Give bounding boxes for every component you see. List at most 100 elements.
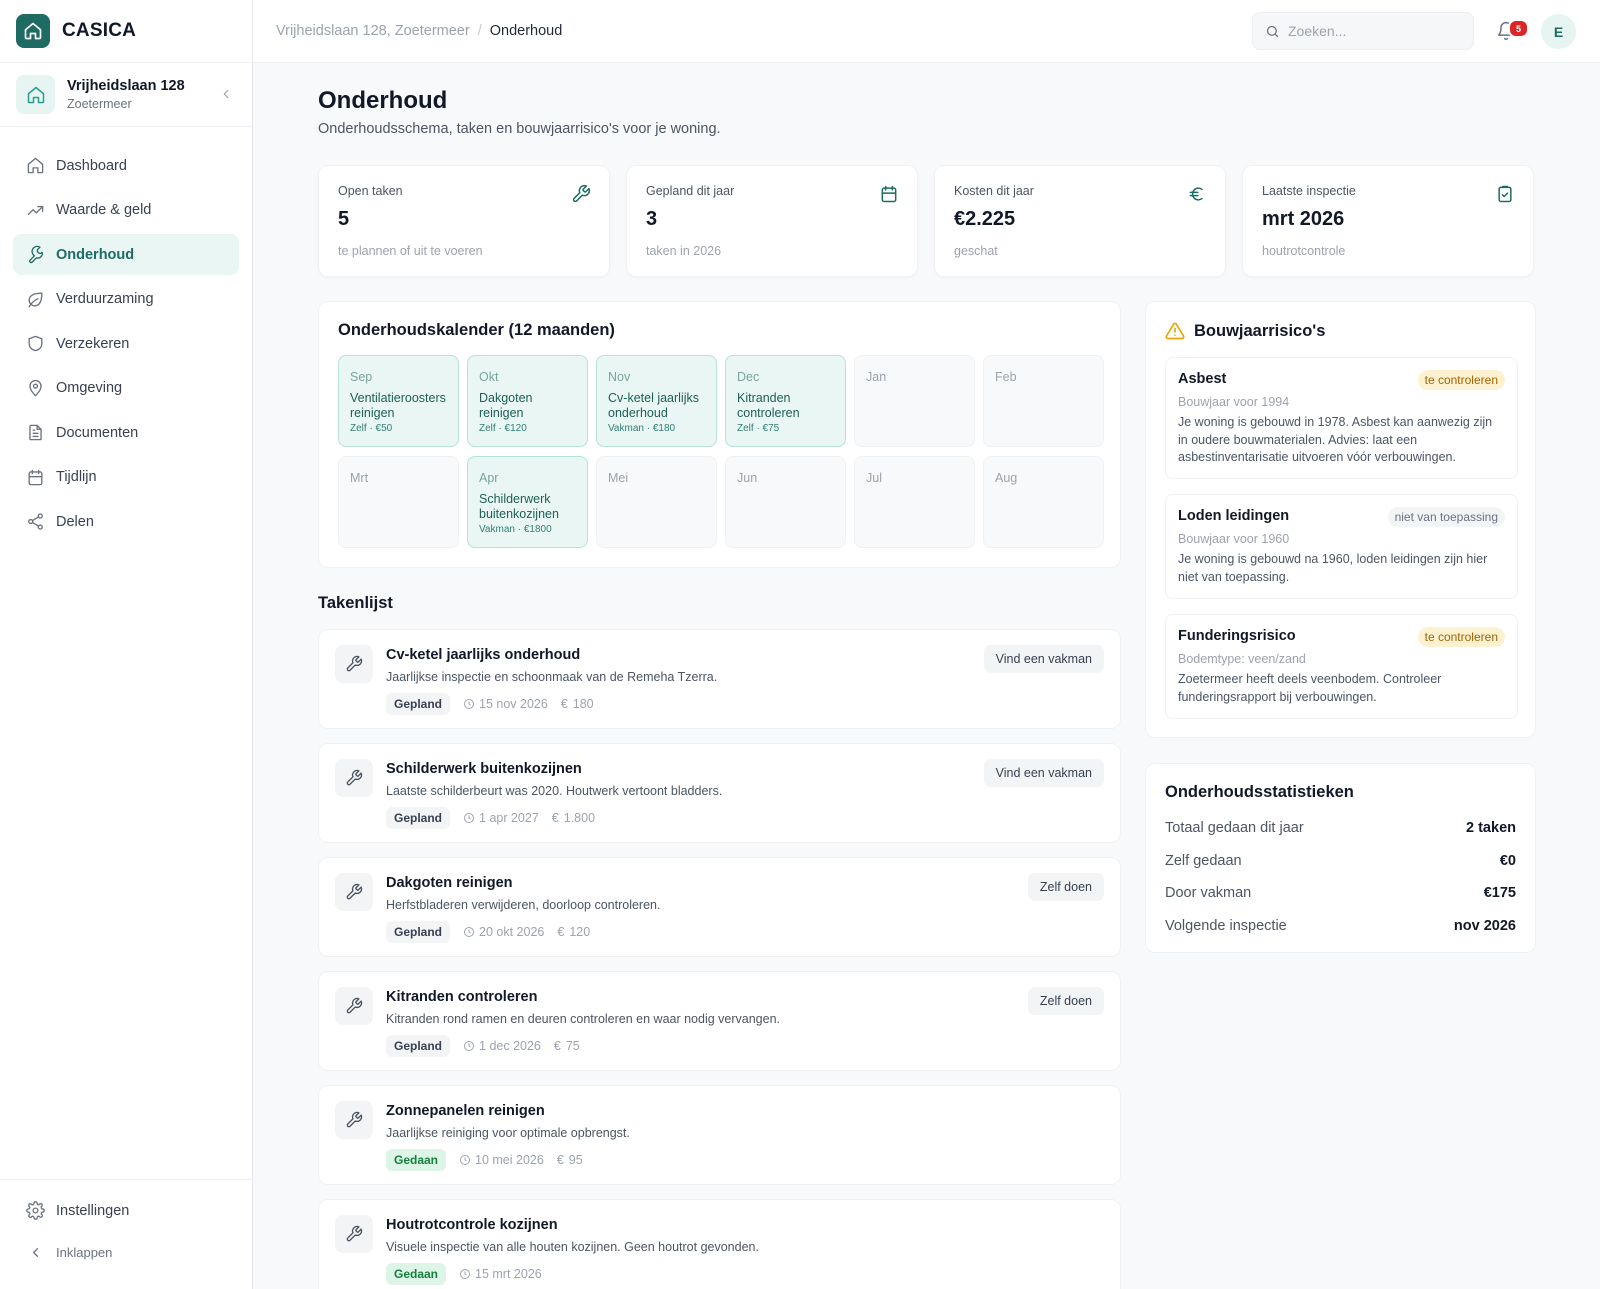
stat-sub: te plannen of uit te voeren (338, 244, 483, 258)
month-meta: Zelf · €120 (479, 423, 527, 434)
month-name: Jan (866, 370, 887, 384)
risk-item: Funderingsrisico te controleren Bodemtyp… (1165, 614, 1518, 719)
find-vakman-button[interactable]: Vind een vakman (983, 645, 1104, 673)
risks-title: Bouwjaarrisico's (1194, 321, 1326, 340)
share-icon (25, 512, 45, 532)
nav-label: Omgeving (56, 380, 123, 396)
maintenance-stats-panel: Onderhoudsstatistieken Totaal gedaan dit… (1145, 763, 1536, 953)
chevron-left-icon[interactable] (218, 86, 234, 102)
month-task: Cv-ketel jaarlijks onderhoud (608, 391, 699, 420)
find-vakman-button[interactable]: Vind een vakman (983, 759, 1104, 787)
task-card[interactable]: Zonnepanelen reinigen Jaarlijkse reinigi… (318, 1085, 1121, 1185)
task-title: Cv-ketel jaarlijks onderhoud (386, 647, 581, 663)
nav-label: Instellingen (56, 1202, 130, 1219)
status-badge: Gepland (386, 921, 451, 943)
task-date: 15 nov 2026 (463, 697, 548, 711)
task-card[interactable]: Schilderwerk buitenkozijnen Laatste schi… (318, 743, 1121, 843)
nav-item-onderhoud[interactable]: Onderhoud (13, 234, 239, 275)
task-description: Herfstbladeren verwijderen, doorloop con… (386, 898, 661, 912)
risk-item: Asbest te controleren Bouwjaar voor 1994… (1165, 357, 1518, 479)
clock-icon (464, 699, 475, 709)
month-name: Mrt (350, 471, 369, 485)
wrench-icon (335, 987, 373, 1025)
stat-row: Zelf gedaan €0 (1165, 845, 1516, 878)
clock-icon (464, 927, 475, 937)
task-card[interactable]: Cv-ketel jaarlijks onderhoud Jaarlijkse … (318, 629, 1121, 729)
nav-item-instellingen[interactable]: Instellingen (13, 1190, 240, 1231)
month-task: Schilderwerk buitenkozijnen (479, 492, 559, 521)
collapse-sidebar-button[interactable]: Inklappen (13, 1233, 240, 1271)
clipboard-check-icon (1495, 184, 1515, 204)
nav-item-waarde-geld[interactable]: Waarde & geld (13, 190, 239, 231)
nav-label: Dashboard (56, 157, 127, 174)
home-icon (16, 75, 55, 114)
task-card[interactable]: Houtrotcontrole kozijnen Visuele inspect… (318, 1199, 1121, 1289)
calendar-month[interactable]: Okt Dakgoten reinigen Zelf · €120 (467, 355, 588, 447)
clock-icon (460, 1155, 471, 1165)
task-date: 15 mrt 2026 (459, 1267, 542, 1281)
nav-item-verzekeren[interactable]: Verzekeren (13, 323, 239, 364)
nav-item-omgeving[interactable]: Omgeving (13, 368, 239, 409)
stat-label: Gepland dit jaar (646, 184, 735, 198)
property-city: Zoetermeer (67, 97, 132, 111)
breadcrumb-parent[interactable]: Vrijheidslaan 128, Zoetermeer (276, 23, 470, 39)
euro-icon: € (557, 925, 565, 939)
tasks-title: Takenlijst (318, 594, 393, 612)
nav-item-tijdlijn[interactable]: Tijdlijn (13, 457, 239, 498)
nav-item-verduurzaming[interactable]: Verduurzaming (13, 279, 239, 320)
search-input[interactable] (1288, 23, 1458, 39)
task-description: Jaarlijkse reiniging voor optimale opbre… (386, 1126, 630, 1140)
task-card[interactable]: Dakgoten reinigen Herfstbladeren verwijd… (318, 857, 1121, 957)
task-title: Schilderwerk buitenkozijnen (386, 761, 582, 777)
month-name: Aug (995, 471, 1018, 485)
nav-item-dashboard[interactable]: Dashboard (13, 145, 239, 186)
status-badge: Gepland (386, 807, 451, 829)
topbar: Vrijheidslaan 128, Zoetermeer / Onderhoud … (253, 0, 1600, 63)
shield-icon (25, 334, 45, 354)
calendar-month[interactable]: Nov Cv-ketel jaarlijks onderhoud Vakman · … (596, 355, 717, 447)
zelf-doen-button[interactable]: Zelf doen (1027, 987, 1104, 1015)
euro-icon: € (560, 697, 568, 711)
chevron-left-icon (25, 1245, 45, 1260)
task-date-text: 1 apr 2027 (479, 811, 539, 825)
breadcrumb-current: Onderhoud (489, 23, 563, 39)
stat-cards: Open taken 5 te plannen of uit te voeren… (318, 165, 1534, 277)
search-box[interactable] (1252, 12, 1474, 50)
stat-card-open-taken: Open taken 5 te plannen of uit te voeren (318, 165, 610, 277)
wrench-icon (335, 1215, 373, 1253)
wrench-icon (335, 759, 373, 797)
gear-icon (25, 1201, 45, 1221)
task-cost: €1.800 (552, 811, 595, 825)
nav-item-delen[interactable]: Delen (13, 501, 239, 542)
stat-row-label: Volgende inspectie (1165, 917, 1287, 934)
euro-icon: € (553, 1039, 561, 1053)
calendar-month[interactable]: Dec Kitranden controleren Zelf · €75 (725, 355, 846, 447)
month-meta: Zelf · €50 (350, 423, 393, 434)
task-date: 1 dec 2026 (463, 1039, 541, 1053)
calendar-month[interactable]: Apr Schilderwerk buitenkozijnen Vakman · €… (467, 456, 588, 548)
stat-sub: taken in 2026 (646, 244, 722, 258)
task-card[interactable]: Kitranden controleren Kitranden rond ram… (318, 971, 1121, 1071)
property-switcher[interactable]: Vrijheidslaan 128 Zoetermeer (0, 63, 252, 127)
task-cost-text: 180 (572, 697, 594, 711)
calendar-month[interactable]: Sep Ventilatieroosters reinigen Zelf · €50 (338, 355, 459, 447)
clock-icon (460, 1269, 471, 1279)
calendar-title: Onderhoudskalender (12 maanden) (338, 321, 615, 339)
brand[interactable]: CASICA (0, 0, 252, 63)
stat-row-value: €0 (1499, 852, 1516, 869)
wrench-icon (571, 184, 591, 204)
nav-item-documenten[interactable]: Documenten (13, 412, 239, 453)
avatar[interactable]: E (1541, 14, 1576, 49)
risk-subtitle: Bouwjaar voor 1994 (1178, 395, 1290, 409)
month-task: Dakgoten reinigen (479, 391, 533, 420)
wrench-icon (335, 873, 373, 911)
task-meta: Gepland 15 nov 2026 €180 (386, 693, 594, 715)
month-name: Dec (737, 370, 760, 384)
task-cost-text: 95 (568, 1153, 583, 1167)
month-name: Apr (479, 471, 499, 485)
status-badge: Gedaan (386, 1149, 447, 1171)
stat-row-label: Zelf gedaan (1165, 852, 1242, 869)
calendar-icon (25, 467, 45, 487)
zelf-doen-button[interactable]: Zelf doen (1027, 873, 1104, 901)
risk-status-badge: niet van toepassing (1387, 507, 1505, 527)
